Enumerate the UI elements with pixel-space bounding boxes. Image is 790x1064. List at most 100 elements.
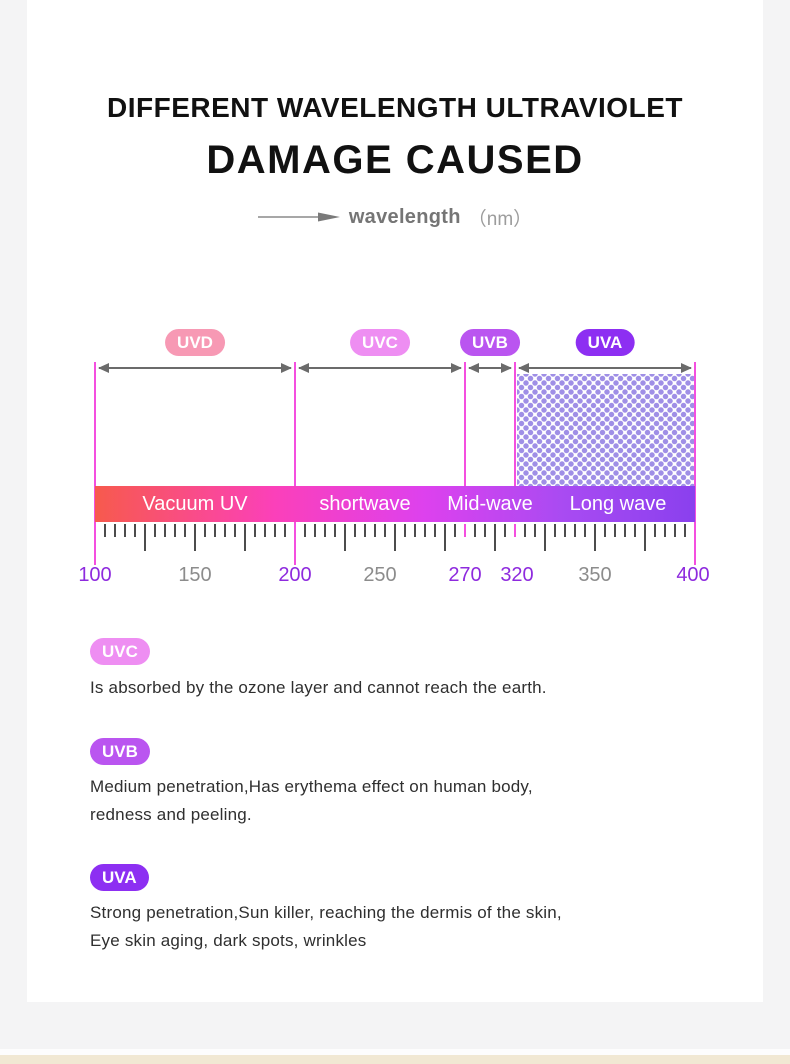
ruler-tick (284, 524, 286, 537)
arrowhead-right-icon (681, 363, 692, 373)
boundary-line-400nm (694, 362, 696, 565)
ruler-tick (344, 524, 346, 551)
ruler-tick (324, 524, 326, 537)
ruler-tick (654, 524, 656, 537)
band-badge-uvd: UVD (165, 329, 225, 356)
uvb-description: Medium penetration,Has erythema effect o… (90, 777, 533, 824)
boundary-line-320nm (514, 362, 516, 487)
ruler-tick (494, 524, 496, 551)
ruler-tick (394, 524, 396, 551)
section-uva: UVA Strong penetration,Sun killer, reach… (90, 864, 710, 955)
ruler-tick (104, 524, 106, 537)
ruler-tick (214, 524, 216, 537)
ruler-tick (444, 524, 446, 551)
range-label-uvc: shortwave (319, 493, 411, 515)
uvc-description: Is absorbed by the ozone layer and canno… (90, 678, 547, 697)
ruler-tick (484, 524, 486, 537)
boundary-line-200nm (294, 362, 296, 565)
ruler-tick (234, 524, 236, 537)
uva-dot-pattern-region (517, 374, 694, 486)
dimension-arrow-uva (519, 367, 691, 369)
ruler-tick (134, 524, 136, 537)
ruler-tick (204, 524, 206, 537)
ruler-tick (124, 524, 126, 537)
ruler-tick (244, 524, 246, 551)
arrowhead-left-icon (298, 363, 309, 373)
boundary-line-100nm (94, 362, 96, 565)
ruler-tick (154, 524, 156, 537)
ruler-tick (254, 524, 256, 537)
ruler-tick (314, 524, 316, 537)
uva-badge: UVA (90, 864, 149, 891)
ruler-tick-highlight (514, 524, 516, 537)
ruler-tick (594, 524, 596, 551)
range-label-uvd: Vacuum UV (142, 493, 248, 515)
ruler-tick (334, 524, 336, 537)
ruler-tick (364, 524, 366, 537)
ruler-tick (684, 524, 686, 537)
ruler-tick (404, 524, 406, 537)
range-label-uva: Long wave (569, 493, 667, 515)
section-uvb: UVB Medium penetration,Has erythema effe… (90, 738, 710, 829)
ruler-tick (624, 524, 626, 537)
ruler-tick (564, 524, 566, 537)
ruler-tick (504, 524, 506, 537)
ruler-tick (614, 524, 616, 537)
ruler-tick (354, 524, 356, 537)
ruler-tick (604, 524, 606, 537)
band-badge-uva: UVA (575, 329, 635, 356)
ruler-tick (194, 524, 196, 551)
boundary-line-270nm (464, 362, 466, 487)
scale-label-350nm: 350 (578, 564, 612, 586)
ruler-tick-highlight (464, 524, 466, 537)
ruler-tick (304, 524, 306, 537)
uvc-badge: UVC (90, 638, 150, 665)
ruler-tick (274, 524, 276, 537)
ruler-tick (184, 524, 186, 537)
ruler-tick (544, 524, 546, 551)
arrowhead-left-icon (98, 363, 109, 373)
scale-label-270nm: 270 (448, 564, 482, 586)
band-badge-uvb: UVB (460, 329, 520, 356)
dimension-arrow-uvb (469, 367, 511, 369)
scale-label-200nm: 200 (278, 564, 312, 586)
arrowhead-left-icon (518, 363, 529, 373)
uva-description: Strong penetration,Sun killer, reaching … (90, 903, 562, 950)
arrowhead-right-icon (451, 363, 462, 373)
ruler-tick (574, 524, 576, 537)
ruler-tick (644, 524, 646, 551)
ruler-tick (674, 524, 676, 537)
wavelength-axis-unit: （nm） (467, 208, 533, 230)
section-uvc: UVC Is absorbed by the ozone layer and c… (90, 638, 710, 702)
ruler-tick (374, 524, 376, 537)
scale-label-320nm: 320 (500, 564, 534, 586)
ruler-tick (264, 524, 266, 537)
arrowhead-right-icon (501, 363, 512, 373)
page-subtitle: DAMAGE CAUSED (206, 138, 584, 182)
wavelength-axis-text: wavelength (348, 205, 461, 228)
ruler-tick (114, 524, 116, 537)
footer-divider (0, 1049, 790, 1055)
ruler-tick (434, 524, 436, 537)
arrowhead-left-icon (468, 363, 479, 373)
ruler-tick (554, 524, 556, 537)
ruler-tick (454, 524, 456, 537)
dimension-arrow-uvc (299, 367, 461, 369)
ruler-tick (524, 524, 526, 537)
right-arrow-icon (257, 212, 340, 222)
scale-label-400nm: 400 (676, 564, 710, 586)
ruler-tick (634, 524, 636, 537)
ruler-tick (384, 524, 386, 537)
arrowhead-right-icon (281, 363, 292, 373)
wavelength-axis-label: wavelength （nm） (0, 203, 790, 231)
footer-strip (0, 1055, 790, 1064)
ruler-tick (424, 524, 426, 537)
ruler-tick (584, 524, 586, 537)
ruler-tick (174, 524, 176, 537)
ruler-tick (414, 524, 416, 537)
dimension-arrow-uvd (99, 367, 291, 369)
page-title: DIFFERENT WAVELENGTH ULTRAVIOLET (107, 92, 683, 123)
ruler-tick (144, 524, 146, 551)
ruler-tick (664, 524, 666, 537)
ruler-tick (474, 524, 476, 537)
